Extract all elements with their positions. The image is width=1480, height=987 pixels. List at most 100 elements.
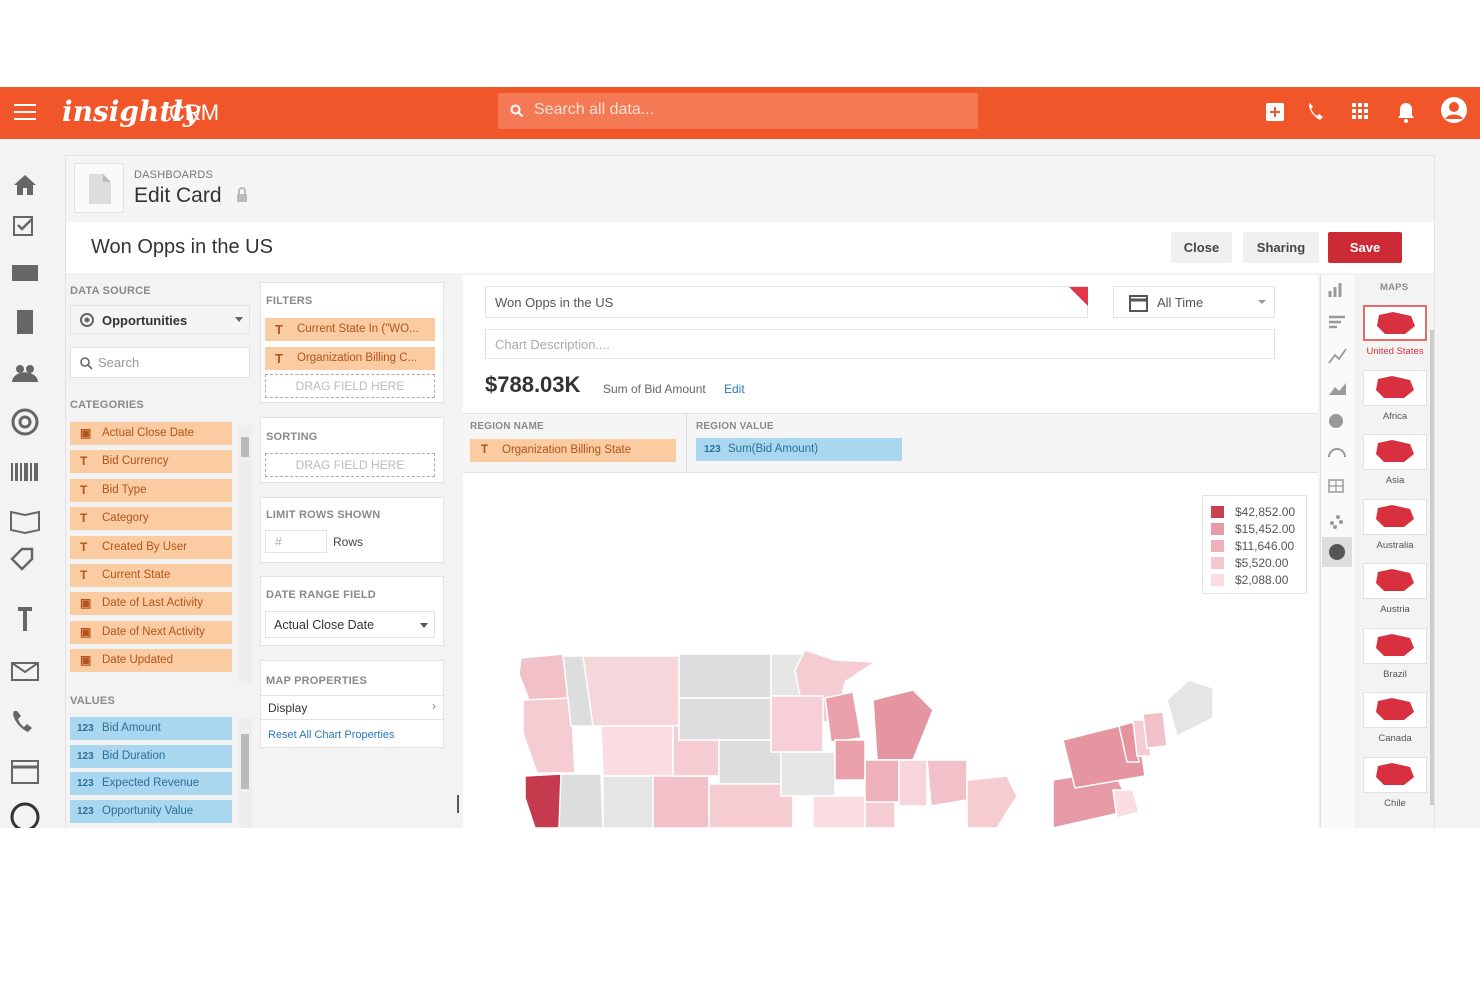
edit-link[interactable]: Edit bbox=[724, 382, 745, 396]
category-field[interactable]: T Current State bbox=[70, 564, 232, 587]
date-filter-value: All Time bbox=[1157, 295, 1204, 310]
category-field[interactable]: T Category bbox=[70, 507, 232, 531]
categories-label: CATEGORIES bbox=[70, 399, 144, 411]
legend-entry: $42,852.00 bbox=[1211, 505, 1295, 519]
map-thumb[interactable] bbox=[1363, 692, 1427, 728]
region-name-text: Organization Billing State bbox=[502, 444, 632, 456]
map-thumb[interactable] bbox=[1363, 305, 1427, 341]
product: CRM bbox=[169, 100, 220, 125]
category-field[interactable]: ▣ Actual Close Date bbox=[70, 422, 232, 445]
region-divider bbox=[686, 413, 687, 473]
top-bar: insightly CRM Search all data... bbox=[0, 87, 1480, 139]
limit-input[interactable]: # bbox=[265, 530, 327, 553]
search-icon bbox=[510, 104, 524, 118]
menu-icon[interactable] bbox=[14, 103, 36, 121]
legend-entry: $2,088.00 bbox=[1211, 573, 1288, 587]
region-value-label: REGION VALUE bbox=[696, 421, 774, 432]
map-props-box bbox=[260, 660, 444, 748]
map-name[interactable]: Brazil bbox=[1383, 668, 1407, 680]
date-filter[interactable]: All Time bbox=[1113, 286, 1275, 318]
date-range-select[interactable]: Actual Close Date bbox=[265, 611, 435, 638]
legend-swatch bbox=[1211, 523, 1224, 535]
map-thumb[interactable] bbox=[1363, 627, 1427, 664]
region-value-field[interactable]: 123 Sum(Bid Amount) bbox=[696, 438, 902, 461]
display-row[interactable]: Display › bbox=[261, 695, 443, 720]
brand[interactable]: insightly bbox=[62, 95, 200, 128]
filter-field[interactable]: T Organization Billing C... bbox=[265, 347, 435, 370]
map-thumb[interactable] bbox=[1363, 756, 1427, 793]
date-range-value: Actual Close Date bbox=[274, 618, 375, 632]
legend-swatch bbox=[1211, 574, 1224, 586]
region-value-text: Sum(Bid Amount) bbox=[728, 443, 819, 455]
map-name[interactable]: Asia bbox=[1385, 475, 1405, 486]
category-field[interactable]: T Created By User bbox=[70, 535, 232, 559]
header-icons[interactable] bbox=[1262, 97, 1472, 129]
sharing-button[interactable]: Sharing bbox=[1243, 232, 1319, 263]
value-field[interactable]: 123 Bid Duration bbox=[70, 744, 232, 768]
legend-entry: $11,646.00 bbox=[1211, 539, 1294, 553]
rows-text: Rows bbox=[333, 535, 364, 549]
maps-label: MAPS bbox=[1380, 282, 1409, 293]
total-value: $788.03K bbox=[485, 372, 581, 397]
value-field[interactable]: 123 Bid Amount bbox=[70, 717, 232, 740]
filter-field[interactable]: T Current State In ("WO... bbox=[265, 318, 435, 341]
categories-scroll bbox=[238, 425, 252, 683]
display-text: Display bbox=[268, 701, 308, 715]
map-props-label: MAP PROPERTIES bbox=[266, 675, 368, 687]
map-thumb[interactable] bbox=[1363, 498, 1427, 535]
map-thumb[interactable] bbox=[1363, 563, 1427, 599]
sorting-drop[interactable]: DRAG FIELD HERE bbox=[265, 453, 435, 477]
data-source-value: Opportunities bbox=[102, 313, 188, 328]
breadcrumb-section[interactable]: DASHBOARDS bbox=[134, 169, 214, 181]
reset-link[interactable]: Reset All Chart Properties bbox=[268, 729, 395, 741]
sorting-label: SORTING bbox=[266, 431, 318, 443]
legend-swatch bbox=[1211, 557, 1224, 569]
legend-swatch bbox=[1211, 540, 1224, 552]
map-name[interactable]: United States bbox=[1366, 346, 1424, 357]
save-button[interactable]: Save bbox=[1328, 232, 1402, 263]
card-title: Won Opps in the US bbox=[91, 236, 273, 258]
map-name[interactable]: Canada bbox=[1378, 733, 1412, 744]
total-caption: Sum of Bid Amount bbox=[603, 382, 706, 396]
limit-label: LIMIT ROWS SHOWN bbox=[266, 509, 381, 521]
map-name[interactable]: Chile bbox=[1384, 797, 1406, 809]
chart-description[interactable]: Chart Description.... bbox=[485, 329, 1275, 359]
legend-entry: $5,520.00 bbox=[1211, 556, 1288, 570]
map-name[interactable]: Australia bbox=[1376, 539, 1414, 551]
filters-box bbox=[260, 282, 444, 403]
legend: $42,852.00 $15,452.00 $11,646.00 $5,520.00 $… bbox=[1202, 495, 1307, 594]
category-field[interactable]: ▣ Date of Last Activity bbox=[70, 592, 232, 616]
field-search[interactable]: Search bbox=[70, 347, 250, 378]
us-map bbox=[518, 649, 1214, 828]
chart-type-icons[interactable] bbox=[1320, 275, 1354, 575]
doc-icon bbox=[74, 163, 124, 213]
close-button[interactable]: Close bbox=[1171, 232, 1232, 263]
chart-title-text: Won Opps in the US bbox=[495, 295, 614, 310]
side-nav[interactable] bbox=[0, 139, 50, 828]
category-field[interactable]: T Bid Type bbox=[70, 478, 232, 502]
maps-scroll bbox=[1430, 330, 1434, 805]
search-box[interactable]: Search all data... bbox=[498, 93, 978, 129]
legend-swatch bbox=[1211, 506, 1224, 518]
lock-icon bbox=[237, 187, 247, 202]
category-field[interactable]: ▣ Date Updated bbox=[70, 649, 232, 673]
map-thumb[interactable] bbox=[1363, 434, 1427, 470]
region-name-field[interactable]: T Organization Billing State bbox=[470, 439, 676, 462]
data-source-select[interactable]: Opportunities bbox=[70, 305, 250, 334]
splitter[interactable] bbox=[457, 795, 459, 813]
search-placeholder: Search all data... bbox=[534, 101, 655, 118]
map-name[interactable]: Austria bbox=[1380, 604, 1410, 615]
category-field[interactable]: ▣ Date of Next Activity bbox=[70, 620, 232, 644]
chart-title-input[interactable]: Won Opps in the US bbox=[485, 286, 1088, 318]
region-name-label: REGION NAME bbox=[470, 421, 544, 432]
field-search-placeholder: Search bbox=[98, 355, 140, 370]
category-field[interactable]: T Bid Currency bbox=[70, 450, 232, 474]
map-name[interactable]: Africa bbox=[1382, 410, 1408, 422]
values-label: VALUES bbox=[70, 695, 116, 707]
value-field[interactable]: 123 Expected Revenue bbox=[70, 772, 232, 795]
map-thumb[interactable] bbox=[1363, 369, 1427, 406]
value-field[interactable]: 123 Opportunity Value bbox=[70, 799, 232, 823]
values-scroll bbox=[238, 718, 252, 828]
filters-drop[interactable]: DRAG FIELD HERE bbox=[265, 374, 435, 398]
